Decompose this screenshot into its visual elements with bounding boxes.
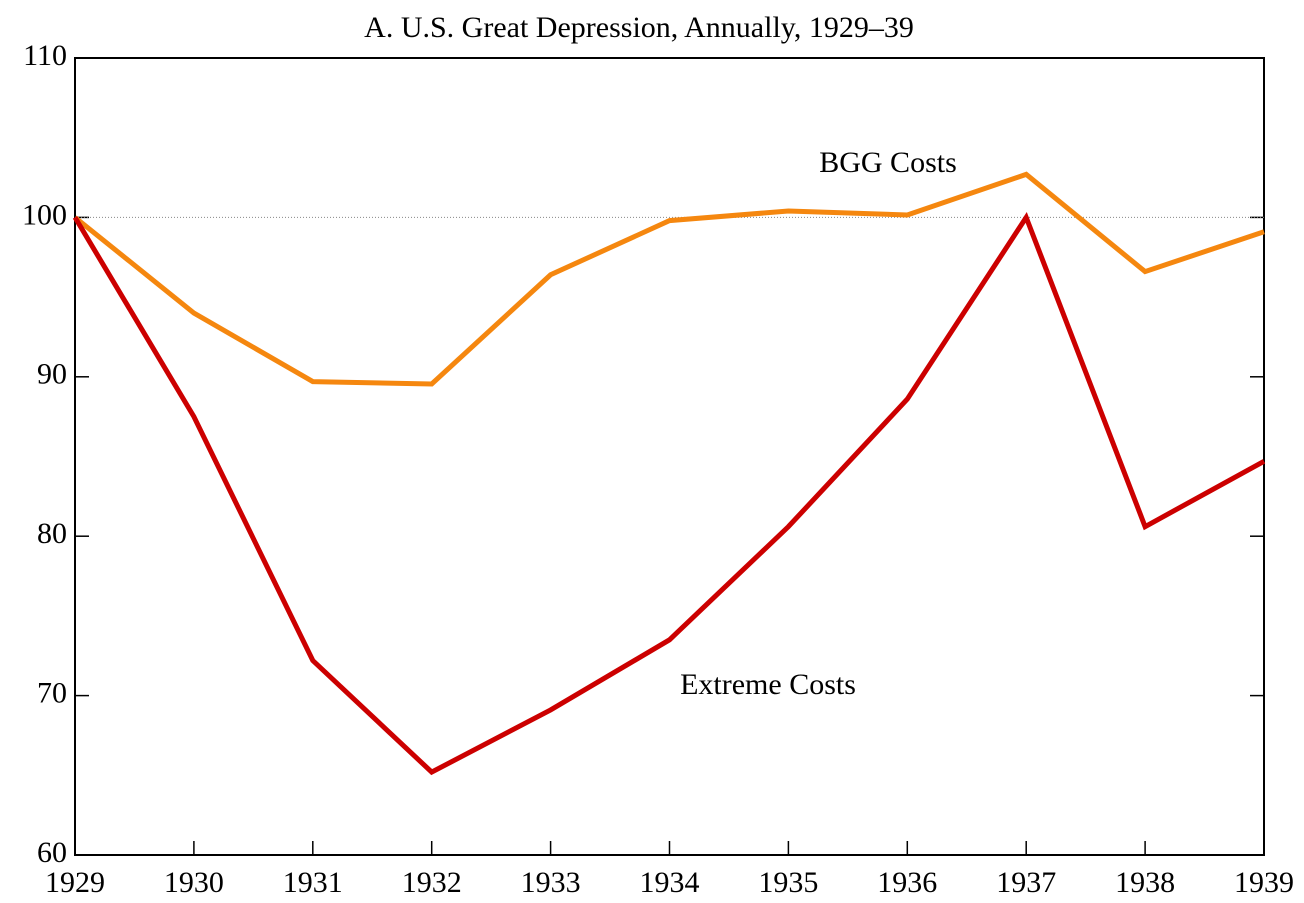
x-tick-label: 1932 <box>402 866 462 899</box>
plot-frame <box>74 57 1265 856</box>
x-tick-label: 1937 <box>996 866 1056 899</box>
x-tick-label: 1936 <box>877 866 937 899</box>
series-label: BGG Costs <box>819 146 957 179</box>
line-series <box>73 171 1265 387</box>
y-tick-label: 90 <box>37 358 67 391</box>
x-tick-label: 1931 <box>283 866 343 899</box>
x-tick-label: 1929 <box>45 866 105 899</box>
x-tick-label: 1934 <box>640 866 700 899</box>
y-tick-label: 80 <box>37 517 67 550</box>
series-label: Extreme Costs <box>680 668 856 701</box>
chart-title: A. U.S. Great Depression, Annually, 1929… <box>364 11 914 44</box>
x-tick-label: 1935 <box>758 866 818 899</box>
x-tick-label: 1930 <box>164 866 224 899</box>
x-tick-label: 1939 <box>1234 866 1294 899</box>
y-tick-label: 70 <box>37 676 67 709</box>
y-tick-label: 110 <box>23 39 67 72</box>
x-tick-label: 1933 <box>521 866 581 899</box>
line-series <box>72 211 1266 776</box>
y-tick-label: 60 <box>37 836 67 869</box>
y-tick-label: 100 <box>22 198 67 231</box>
x-tick-label: 1938 <box>1115 866 1175 899</box>
